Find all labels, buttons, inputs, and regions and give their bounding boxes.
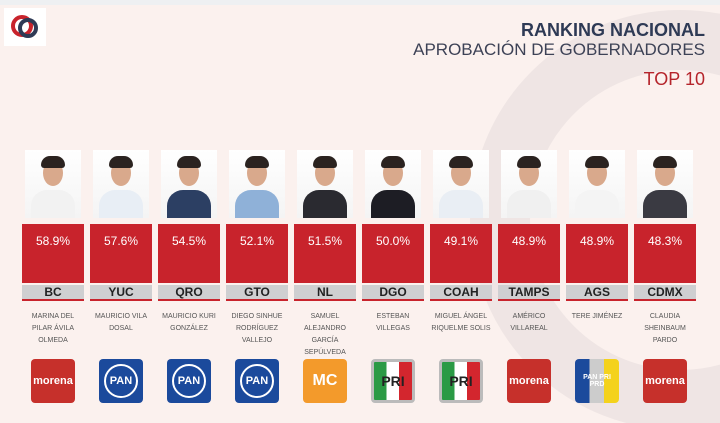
approval-percent: 51.5%	[294, 224, 356, 283]
party-label: morena	[645, 375, 685, 387]
party-label: PAN	[172, 364, 206, 398]
party-label: PRI	[381, 373, 405, 389]
state-label: AGS	[566, 285, 628, 301]
party-label: PAN	[240, 364, 274, 398]
pri-logo: PRI	[439, 359, 483, 403]
governor-name: Marina del Pilar Ávila Olmeda	[31, 313, 75, 344]
pan-logo: PAN	[235, 359, 279, 403]
morena-logo: morena	[507, 359, 551, 403]
governor-column: 52.1% GTO Diego Sinhue Rodríguez Vallejo PA…	[226, 150, 288, 403]
state-label: YUC	[90, 285, 152, 301]
approval-percent: 48.3%	[634, 224, 696, 283]
party-label: PRI	[449, 373, 473, 389]
governor-name: Miguel Ángel Riquelme Solis	[431, 313, 491, 332]
governor-photo	[433, 150, 489, 218]
header: RANKING NACIONAL APROBACIÓN DE GOBERNADO…	[413, 20, 705, 90]
morena-logo: morena	[643, 359, 687, 403]
governor-photo	[637, 150, 693, 218]
approval-percent: 48.9%	[498, 224, 560, 283]
pri-logo: PRI	[371, 359, 415, 403]
governor-name: Diego Sinhue Rodríguez Vallejo	[231, 313, 283, 344]
mc-logo: MC	[303, 359, 347, 403]
governor-column: 57.6% YUC Mauricio Vila Dosal PAN	[90, 150, 152, 403]
party-label: MC	[312, 372, 338, 389]
party-label: morena	[33, 375, 73, 387]
governor-name: Mauricio Kuri González	[162, 313, 216, 332]
party-label: morena	[509, 375, 549, 387]
state-label: QRO	[158, 285, 220, 301]
page-subtitle: APROBACIÓN DE GOBERNADORES	[413, 40, 705, 59]
governor-name: Mauricio Vila Dosal	[94, 313, 148, 332]
top-badge: TOP 10	[643, 69, 705, 89]
approval-percent: 54.5%	[158, 224, 220, 283]
governor-column: 48.3% CDMX Claudia Sheinbaum Pardo morena	[634, 150, 696, 403]
governor-column: 49.1% COAH Miguel Ángel Riquelme Solis PRI	[430, 150, 492, 403]
approval-percent: 49.1%	[430, 224, 492, 283]
state-label: CDMX	[634, 285, 696, 301]
approval-percent: 50.0%	[362, 224, 424, 283]
governor-name: Samuel Alejandro García Sepúlveda	[303, 313, 346, 356]
state-label: NL	[294, 285, 356, 301]
state-label: COAH	[430, 285, 492, 301]
state-label: DGO	[362, 285, 424, 301]
party-label: PAN	[104, 364, 138, 398]
governor-name: Esteban Villegas	[376, 313, 410, 332]
party-label: PAN PRI PRD	[583, 374, 611, 388]
approval-percent: 48.9%	[566, 224, 628, 283]
approval-percent: 52.1%	[226, 224, 288, 283]
approval-percent: 57.6%	[90, 224, 152, 283]
governor-photo	[93, 150, 149, 218]
governor-name: Claudia Sheinbaum Pardo	[644, 313, 686, 344]
governor-column: 58.9% BC Marina del Pilar Ávila Olmeda more…	[22, 150, 84, 403]
governor-photo	[229, 150, 285, 218]
governor-column: 54.5% QRO Mauricio Kuri González PAN	[158, 150, 220, 403]
governor-column: 48.9% TAMPS Américo Villareal morena	[498, 150, 560, 403]
state-label: BC	[22, 285, 84, 301]
page-title: RANKING NACIONAL	[521, 20, 705, 40]
governor-photo	[501, 150, 557, 218]
governor-column: 50.0% DGO Esteban Villegas PRI	[362, 150, 424, 403]
morena-logo: morena	[31, 359, 75, 403]
governor-photo	[365, 150, 421, 218]
state-label: TAMPS	[498, 285, 560, 301]
governor-column: 48.9% AGS Tere Jiménez PAN PRI PRD	[566, 150, 628, 403]
pan-logo: PAN	[167, 359, 211, 403]
brand-logo	[4, 8, 46, 46]
governor-name: Tere Jiménez	[571, 313, 623, 320]
ranking-columns: 58.9% BC Marina del Pilar Ávila Olmeda more…	[22, 150, 696, 403]
state-label: GTO	[226, 285, 288, 301]
pan-logo: PAN	[99, 359, 143, 403]
top-strip	[0, 0, 720, 5]
governor-photo	[297, 150, 353, 218]
governor-name: Américo Villareal	[510, 313, 548, 332]
governor-column: 51.5% NL Samuel Alejandro García Sepúlveda…	[294, 150, 356, 403]
governor-photo	[161, 150, 217, 218]
coalition-logo: PAN PRI PRD	[575, 359, 619, 403]
governor-photo	[25, 150, 81, 218]
governor-photo	[569, 150, 625, 218]
approval-percent: 58.9%	[22, 224, 84, 283]
